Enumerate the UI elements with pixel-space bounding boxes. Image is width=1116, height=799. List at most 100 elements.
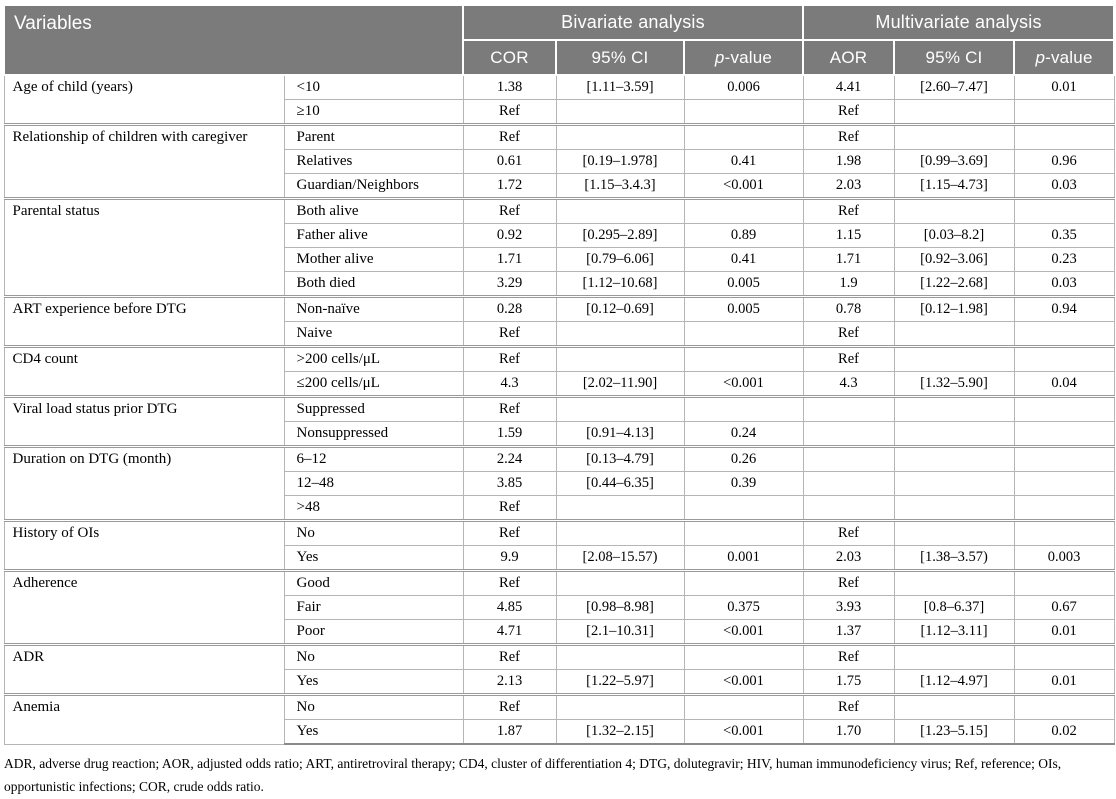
ci-multivariate-cell: [1.38–3.57) bbox=[893, 545, 1015, 571]
p-value-multivariate-cell: 0.003 bbox=[1013, 545, 1115, 571]
ci-bivariate-cell bbox=[555, 123, 685, 150]
p-value-multivariate-cell bbox=[1013, 395, 1115, 422]
p-value-multivariate-cell: 0.03 bbox=[1013, 271, 1115, 297]
variable-cell: ART experience before DTG bbox=[3, 295, 285, 347]
column-header-bivariate-analysis: Bivariate analysis bbox=[461, 4, 805, 41]
ci-multivariate-cell: [1.12–3.11] bbox=[893, 619, 1015, 645]
ci-bivariate-cell: [2.08–15.57) bbox=[555, 545, 685, 571]
p-value-bivariate-cell bbox=[683, 519, 804, 546]
column-header-95-ci-bivariate: 95% CI bbox=[555, 39, 685, 76]
p-value-bivariate-cell: 0.24 bbox=[683, 421, 804, 447]
ci-bivariate-cell: [1.11–3.59] bbox=[555, 74, 685, 100]
category-cell: ≤200 cells/μL bbox=[283, 371, 464, 397]
p-value-multivariate-cell bbox=[1013, 693, 1115, 720]
ci-multivariate-cell: [2.60–7.47] bbox=[893, 74, 1015, 100]
table-row: Parental status Both alive Ref Ref bbox=[3, 197, 1115, 297]
variable-cell: ADR bbox=[3, 643, 285, 695]
p-value-bivariate-cell bbox=[683, 495, 804, 521]
p-value-multivariate-cell bbox=[1013, 643, 1115, 670]
p-value-multivariate-cell: 0.94 bbox=[1013, 295, 1115, 322]
column-header-cor-bivariate: COR bbox=[462, 39, 557, 76]
ci-bivariate-cell: [0.79–6.06] bbox=[555, 247, 685, 272]
ci-multivariate-cell bbox=[893, 345, 1015, 372]
p-value-multivariate-cell bbox=[1013, 471, 1115, 496]
aor-cell bbox=[802, 445, 895, 472]
category-cell: >200 cells/μL bbox=[283, 345, 464, 372]
ci-bivariate-cell bbox=[555, 345, 685, 372]
p-value-bivariate-cell: <0.001 bbox=[683, 371, 804, 397]
ci-bivariate-cell: [1.32–2.15] bbox=[555, 719, 685, 745]
cor-cell: Ref bbox=[462, 569, 557, 596]
p-value-bivariate-cell: <0.001 bbox=[683, 173, 804, 199]
aor-cell: 0.78 bbox=[802, 295, 895, 322]
aor-cell: Ref bbox=[802, 99, 895, 125]
ci-bivariate-cell bbox=[555, 197, 685, 224]
ci-multivariate-cell bbox=[893, 643, 1015, 670]
p-value-bivariate-cell bbox=[683, 643, 804, 670]
p-value-multivariate-cell bbox=[1013, 197, 1115, 224]
p-value-multivariate-cell bbox=[1013, 123, 1115, 150]
p-value-bivariate-cell bbox=[683, 693, 804, 720]
category-cell: Parent bbox=[283, 123, 464, 150]
column-header-aor-multivariate: AOR bbox=[802, 39, 896, 76]
p-value-multivariate-cell: 0.04 bbox=[1013, 371, 1115, 397]
ci-multivariate-cell bbox=[893, 519, 1015, 546]
p-value-bivariate-cell bbox=[683, 197, 804, 224]
ci-multivariate-cell bbox=[893, 495, 1015, 521]
cor-cell: 2.13 bbox=[462, 669, 557, 695]
p-value-multivariate-cell: 0.03 bbox=[1013, 173, 1115, 199]
aor-cell: Ref bbox=[802, 197, 895, 224]
ci-multivariate-cell bbox=[893, 569, 1015, 596]
p-value-bivariate-cell bbox=[683, 569, 804, 596]
cor-cell: Ref bbox=[462, 495, 557, 521]
category-cell: Father alive bbox=[283, 223, 464, 248]
cor-cell: 4.3 bbox=[462, 371, 557, 397]
table-row: ADR No Ref Ref bbox=[3, 643, 1115, 695]
cor-cell: 0.92 bbox=[462, 223, 557, 248]
table-row: Yes 1.87 [1.32–2.15] <0.001 1.70 [1.23–5.15] 0… bbox=[4, 719, 1115, 745]
category-cell: Poor bbox=[283, 619, 464, 645]
ci-bivariate-cell bbox=[555, 321, 685, 347]
cor-cell: 4.85 bbox=[462, 595, 557, 620]
aor-cell: Ref bbox=[802, 693, 895, 720]
ci-bivariate-cell: [0.19–1.978] bbox=[555, 149, 685, 174]
p-value-bivariate-cell: <0.001 bbox=[683, 719, 804, 745]
table-row: Relatives 0.61 [0.19–1.978] 0.41 1.98 [0.99–3… bbox=[4, 149, 1115, 174]
table-row: Viral load status prior DTG Suppressed Ref bbox=[3, 395, 1115, 447]
table-row: Anemia No Ref Ref bbox=[3, 693, 1115, 745]
ci-multivariate-cell bbox=[893, 123, 1015, 150]
ci-multivariate-cell: [0.92–3.06] bbox=[893, 247, 1015, 272]
variable-cell: Relationship of children with caregiver bbox=[3, 123, 285, 199]
p-value-bivariate-cell: 0.001 bbox=[683, 545, 804, 571]
aor-cell: 3.93 bbox=[802, 595, 895, 620]
ci-multivariate-cell bbox=[893, 99, 1015, 125]
variable-cell: Age of child (years) bbox=[3, 74, 285, 125]
cor-cell: 0.61 bbox=[462, 149, 557, 174]
table-footnote: ADR, adverse drug reaction; AOR, adjuste… bbox=[4, 756, 1062, 794]
cor-cell: Ref bbox=[462, 321, 557, 347]
ci-multivariate-cell: [0.99–3.69] bbox=[893, 149, 1015, 174]
aor-cell: Ref bbox=[802, 569, 895, 596]
ci-bivariate-cell: [1.15–3.4.3] bbox=[555, 173, 685, 199]
cor-cell: Ref bbox=[462, 519, 557, 546]
ci-multivariate-cell: [0.8–6.37] bbox=[893, 595, 1015, 620]
table-row: Fair 4.85 [0.98–8.98] 0.375 3.93 [0.8–6.37] 0.… bbox=[4, 595, 1115, 620]
category-cell: Yes bbox=[283, 669, 464, 695]
category-cell: ≥10 bbox=[283, 99, 464, 125]
ci-bivariate-cell: [0.12–0.69] bbox=[555, 295, 685, 322]
ci-multivariate-cell: [0.12–1.98] bbox=[893, 295, 1015, 322]
category-cell: Nonsuppressed bbox=[283, 421, 464, 447]
p-value-bivariate-cell: <0.001 bbox=[683, 619, 804, 645]
ci-bivariate-cell: [2.1–10.31] bbox=[555, 619, 685, 645]
p-value-bivariate-cell bbox=[683, 345, 804, 372]
ci-bivariate-cell bbox=[555, 395, 685, 422]
category-cell: Good bbox=[283, 569, 464, 596]
p-value-multivariate-cell: 0.01 bbox=[1013, 669, 1115, 695]
cor-cell: 0.28 bbox=[462, 295, 557, 322]
p-value-bivariate-cell: 0.005 bbox=[683, 271, 804, 297]
cor-cell: 1.87 bbox=[462, 719, 557, 745]
p-value-multivariate-cell: 0.35 bbox=[1013, 223, 1115, 248]
ci-multivariate-cell bbox=[893, 421, 1015, 447]
ci-multivariate-cell bbox=[893, 445, 1015, 472]
